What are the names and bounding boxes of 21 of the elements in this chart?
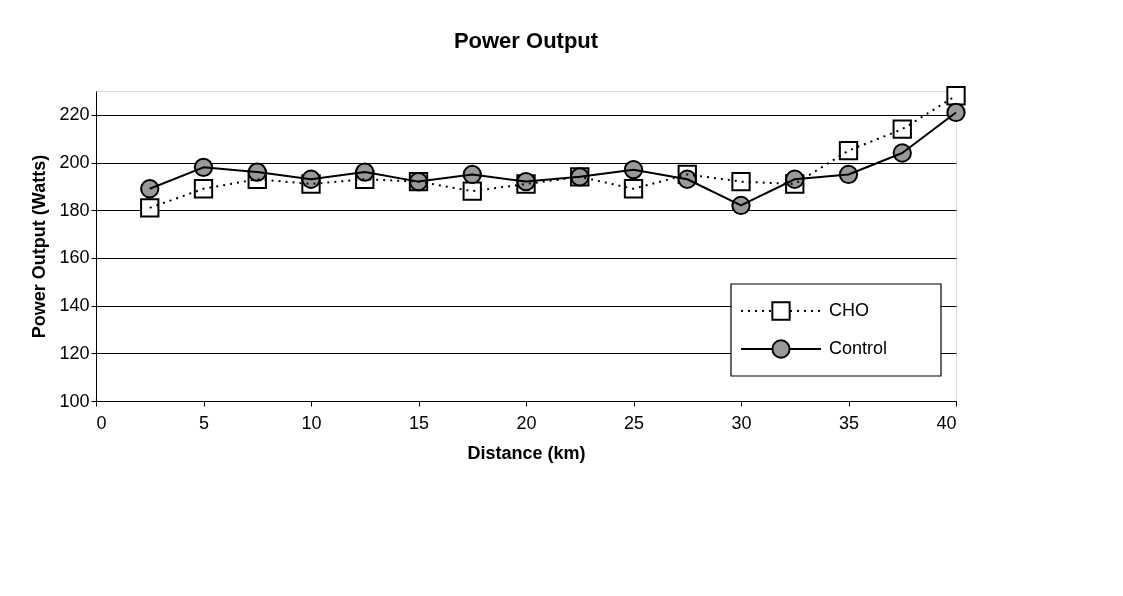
y-tick-label: 220	[59, 104, 90, 125]
y-tick-label: 160	[59, 247, 90, 268]
y-tick-label: 180	[59, 199, 90, 220]
y-tick-label: 100	[59, 390, 90, 411]
x-tick-label: 15	[408, 412, 430, 433]
legend-label: Control	[829, 338, 888, 358]
x-tick-label: 25	[623, 412, 645, 433]
x-tick-label: 30	[731, 412, 752, 433]
x-tick-label: 35	[838, 412, 860, 433]
x-axis-title: Distance (km)	[467, 442, 586, 463]
x-tick-label: 20	[516, 412, 537, 433]
y-axis-title: Power Output (Watts)	[29, 154, 50, 339]
legend-label: CHO	[829, 300, 869, 320]
y-tick-label: 140	[59, 295, 90, 316]
x-tick-label: 10	[301, 412, 322, 433]
x-tick-label: 40	[936, 412, 957, 433]
y-tick-label: 120	[59, 342, 90, 363]
x-tick-label: 0	[96, 412, 107, 433]
chart-title: Power Output	[453, 28, 599, 54]
y-tick-label: 200	[59, 152, 90, 173]
x-tick-label: 5	[198, 412, 210, 433]
